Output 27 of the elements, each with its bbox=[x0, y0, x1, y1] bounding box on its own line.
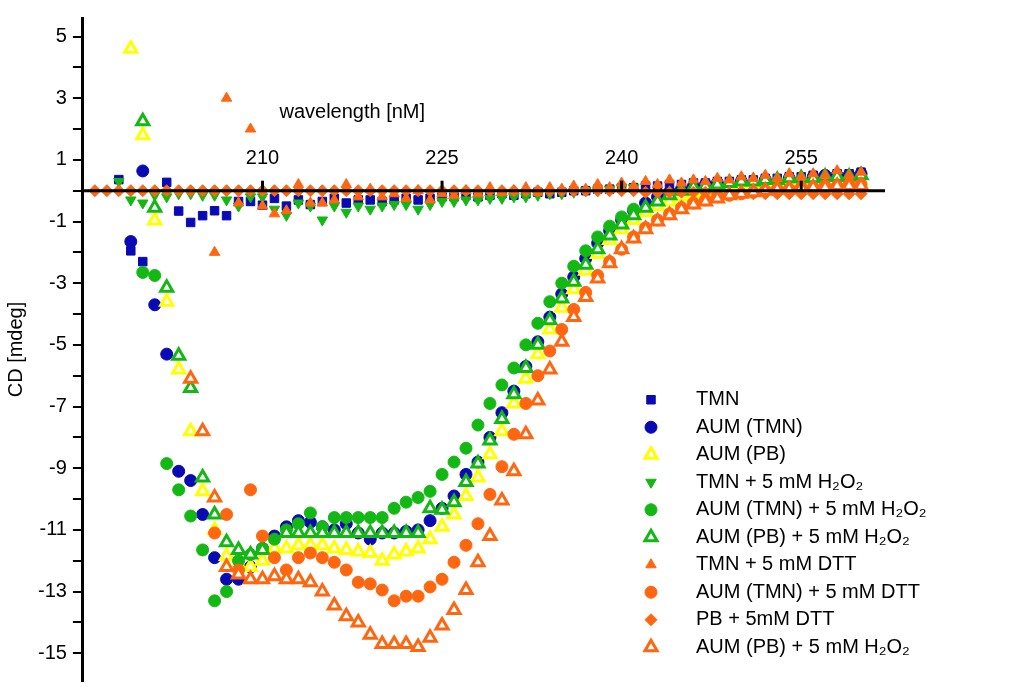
y-tick-label: 3 bbox=[55, 85, 67, 108]
y-tick-label: -5 bbox=[49, 332, 67, 355]
y-tick-label: -11 bbox=[39, 517, 67, 540]
legend-label: AUM (TMN) + 5 mM DTT bbox=[696, 579, 920, 602]
y-tick-label: 1 bbox=[55, 147, 67, 170]
legend-label: TMN + 5 mM DTT bbox=[696, 552, 857, 575]
legend-label: TMN bbox=[696, 387, 740, 410]
x-tick-label: 240 bbox=[604, 146, 639, 169]
legend-label: AUM (TMN) + 5 mM H₂O₂ bbox=[696, 497, 927, 520]
x-axis-title: wavelength [nM] bbox=[278, 100, 426, 123]
legend-label: AUM (PB) + 5 mM H₂O₂ bbox=[696, 634, 910, 657]
legend-label: AUM (PB) + 5 mM H₂O₂ bbox=[696, 524, 910, 547]
y-axis-title: CD [mdeg] bbox=[3, 301, 26, 398]
legend-label: AUM (PB) bbox=[696, 442, 786, 465]
x-tick-label: 210 bbox=[245, 146, 280, 169]
y-tick-label: -3 bbox=[49, 270, 67, 293]
y-tick-label: 5 bbox=[55, 24, 67, 47]
x-tick-label: 255 bbox=[784, 146, 818, 169]
legend-label: PB + 5mM DTT bbox=[696, 607, 835, 630]
y-tick-label: -7 bbox=[49, 394, 67, 417]
y-tick-label: -9 bbox=[49, 455, 67, 478]
y-tick-label: -1 bbox=[49, 209, 67, 232]
y-tick-label: -15 bbox=[38, 640, 67, 663]
legend-label: AUM (TMN) bbox=[696, 414, 803, 437]
x-tick-label: 225 bbox=[425, 146, 459, 169]
legend-label: TMN + 5 mM H₂O₂ bbox=[696, 469, 864, 492]
y-tick-label: -13 bbox=[38, 579, 67, 602]
